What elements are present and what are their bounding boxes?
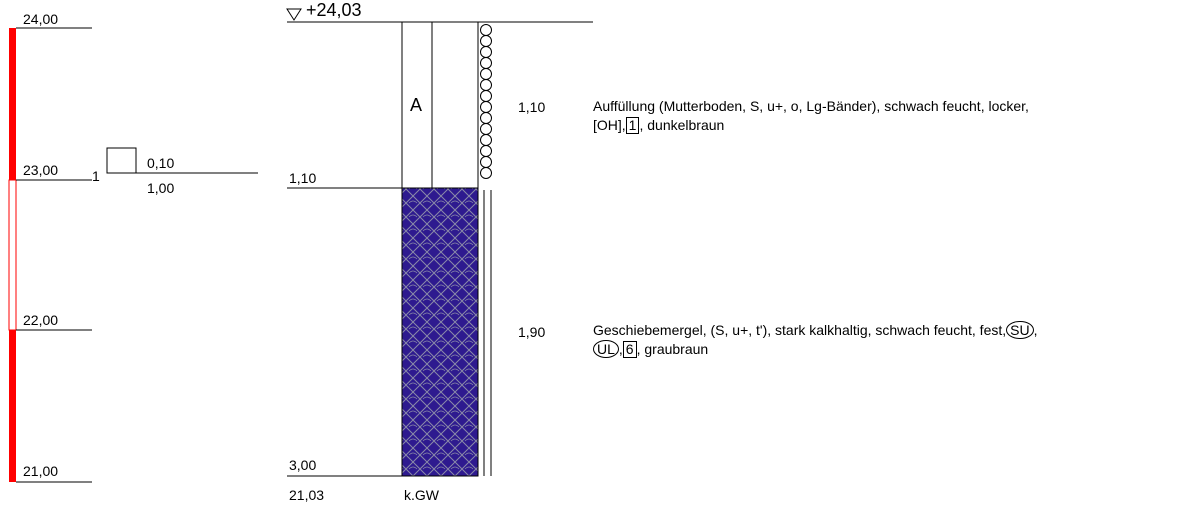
moisture-lines [483, 190, 492, 476]
layer-2-desc-comma-2: , [618, 341, 623, 357]
groundwater-label: k.GW [404, 487, 439, 503]
layer-2-desc-ul: UL [593, 340, 619, 358]
sample-bottom-depth: 1,00 [147, 180, 175, 196]
scale-segment-red-bottom [9, 330, 16, 482]
moisture-circle-icon [480, 123, 492, 135]
moisture-circle-icon [480, 57, 492, 69]
moisture-circle-icon [480, 145, 492, 157]
layer-1-desc-soil-group: [OH], [593, 117, 626, 133]
layer-marl [287, 187, 479, 477]
layer-2-desc-color: , graubraun [636, 341, 709, 357]
layer-2-thickness: 1,90 [518, 324, 546, 340]
moisture-circle-icon [480, 156, 492, 168]
elevation-scale [8, 27, 92, 483]
layer-1-desc-text: Auffüllung (Mutterboden, S, u+, o, Lg-Bä… [593, 98, 1029, 114]
sample-marker [106, 147, 258, 174]
layer-2-desc-su: SU [1006, 321, 1034, 339]
moisture-circle-icon [480, 24, 492, 36]
layer-2-desc-class-box: 6 [622, 341, 637, 358]
moisture-circle-icon [480, 134, 492, 146]
top-level-label: +24,03 [306, 0, 362, 20]
layer-1-description: Auffüllung (Mutterboden, S, u+, o, Lg-Bä… [593, 97, 1029, 135]
layer-1-thickness: 1,10 [518, 99, 546, 115]
scale-segment-white [8, 179, 17, 331]
bottom-level-label: 21,03 [289, 487, 325, 503]
layer-2-description: Geschiebemergel, (S, u+, t'), stark kalk… [593, 321, 1037, 359]
layer-fill [287, 21, 479, 189]
scale-label-21: 21,00 [23, 463, 59, 479]
layer-1-symbol: A [410, 95, 423, 115]
layer-2-desc-comma-1: , [1033, 322, 1038, 338]
moisture-circle-icon [480, 35, 492, 47]
sample-number: 1 [92, 168, 100, 184]
scale-segment-red-top [9, 28, 16, 180]
moisture-circle-icon [480, 46, 492, 58]
scale-label-23: 23,00 [23, 162, 59, 178]
moisture-circle-icon [480, 90, 492, 102]
sample-box [106, 147, 137, 174]
moisture-circle-icon [480, 79, 492, 91]
scale-label-22: 22,00 [23, 312, 59, 328]
scale-label-24: 24,00 [23, 11, 59, 27]
level-triangle-icon [286, 8, 302, 21]
layer-2-desc-text: Geschiebemergel, (S, u+, t'), stark kalk… [593, 322, 1007, 338]
moisture-circle-icon [480, 68, 492, 80]
moisture-circle-icon [480, 101, 492, 113]
layer-1-desc-class-box: 1 [625, 117, 640, 134]
layer-1-depth: 1,10 [289, 170, 317, 186]
layer-2-depth: 3,00 [289, 457, 317, 473]
moisture-circles [480, 24, 492, 179]
moisture-circle-icon [480, 112, 492, 124]
sample-top-depth: 0,10 [147, 155, 175, 171]
layer-1-desc-color: , dunkelbraun [639, 117, 725, 133]
moisture-circle-icon [480, 167, 492, 179]
